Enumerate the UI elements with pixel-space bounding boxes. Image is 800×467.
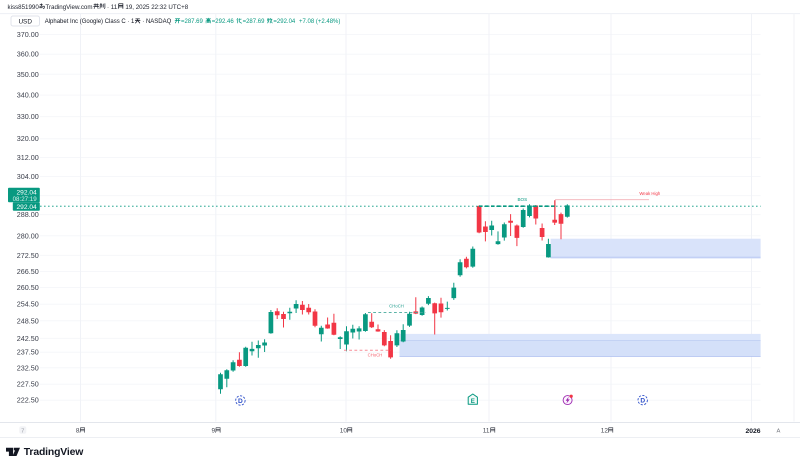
svg-text:=287.69: =287.69: [181, 19, 204, 25]
svg-text:CHoCH: CHoCH: [389, 303, 404, 308]
svg-text:370.00: 370.00: [17, 30, 39, 39]
svg-text:280.00: 280.00: [17, 231, 39, 240]
svg-text:288.00: 288.00: [17, 210, 39, 219]
svg-text:TradingView.com: TradingView.com: [45, 4, 92, 11]
svg-text:D: D: [238, 398, 243, 405]
svg-text:330.00: 330.00: [17, 112, 39, 121]
svg-text:· 11: · 11: [107, 4, 118, 11]
svg-text:248.50: 248.50: [17, 316, 39, 325]
svg-text:12: 12: [601, 428, 609, 435]
svg-text:9: 9: [211, 428, 215, 435]
svg-text:08:27:19: 08:27:19: [13, 196, 38, 203]
svg-text:242.50: 242.50: [17, 334, 39, 343]
svg-text:Weak High: Weak High: [639, 191, 661, 196]
svg-text:2026: 2026: [745, 428, 760, 435]
svg-text:7: 7: [21, 428, 24, 434]
svg-text:=292.46: =292.46: [212, 19, 235, 25]
svg-text:312.00: 312.00: [17, 153, 39, 162]
svg-text:+7.08 (+2.48%): +7.08 (+2.48%): [299, 19, 340, 25]
svg-text:272.50: 272.50: [17, 251, 39, 260]
svg-text:266.50: 266.50: [17, 267, 39, 276]
svg-text:A: A: [776, 428, 780, 434]
svg-text:=292.04: =292.04: [273, 19, 296, 25]
svg-text:USD: USD: [18, 19, 32, 26]
svg-text:D: D: [640, 398, 645, 405]
svg-text:254.50: 254.50: [17, 300, 39, 309]
svg-text:340.00: 340.00: [17, 91, 39, 100]
svg-text:=287.69: =287.69: [243, 19, 266, 25]
svg-text:320.00: 320.00: [17, 134, 39, 143]
svg-text:232.50: 232.50: [17, 363, 39, 372]
svg-text:304.00: 304.00: [17, 172, 39, 181]
svg-text:292.04: 292.04: [17, 204, 38, 211]
svg-text:222.50: 222.50: [17, 396, 39, 405]
svg-text:Alphabet Inc (Google) Class C: Alphabet Inc (Google) Class C · 1: [45, 19, 135, 25]
svg-text:TradingView: TradingView: [24, 447, 84, 458]
svg-text:237.50: 237.50: [17, 348, 39, 357]
svg-text:19, 2025 22:32 UTC+8: 19, 2025 22:32 UTC+8: [125, 4, 188, 11]
svg-text:8: 8: [76, 428, 80, 435]
svg-text:292.04: 292.04: [17, 189, 38, 196]
svg-text:360.00: 360.00: [17, 50, 39, 59]
svg-text:350.00: 350.00: [17, 70, 39, 79]
svg-text:10: 10: [340, 428, 348, 435]
svg-text:227.50: 227.50: [17, 380, 39, 389]
svg-text:kiss851990: kiss851990: [8, 4, 40, 11]
svg-text:260.50: 260.50: [17, 283, 39, 292]
svg-text:· NASDAQ: · NASDAQ: [142, 19, 171, 25]
svg-text:E: E: [471, 398, 475, 405]
svg-text:BOS: BOS: [517, 197, 527, 202]
svg-text:11: 11: [483, 428, 490, 435]
svg-text:CHoCH: CHoCH: [368, 353, 383, 358]
